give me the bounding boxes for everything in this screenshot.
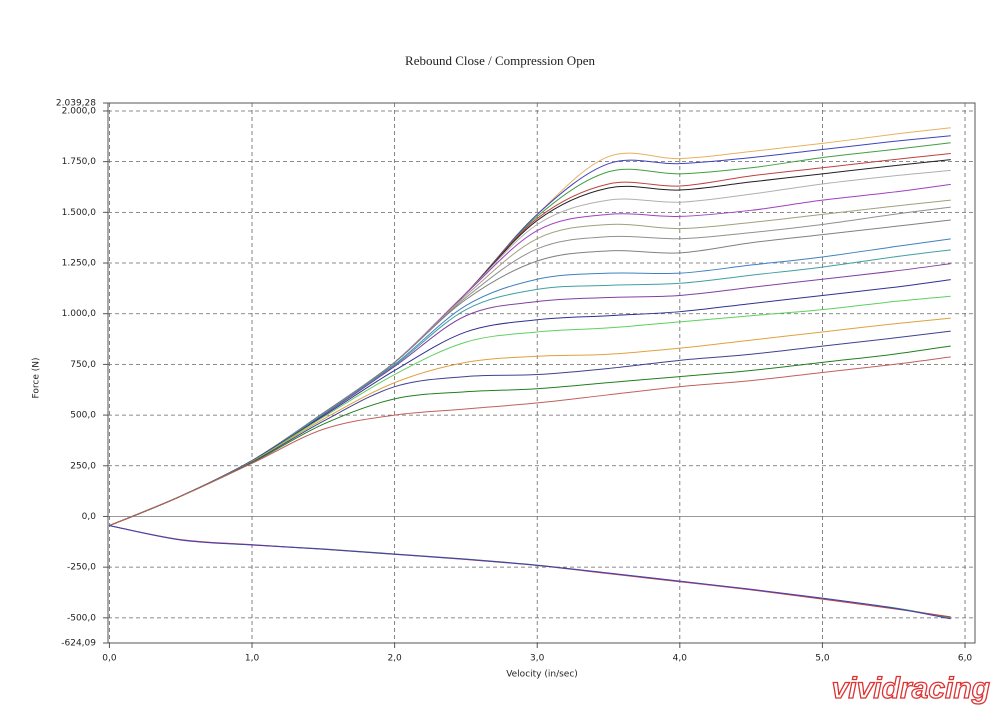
y-tick-label: 2.039,28 [56, 99, 96, 109]
x-axis-label: Velocity (in/sec) [506, 670, 578, 680]
plot-border [107, 102, 976, 644]
y-tick-label: 1.500,0 [62, 208, 97, 218]
watermark: vividracing [832, 672, 990, 705]
x-tick-label: 6,0 [958, 654, 973, 664]
y-tick-label: 750,0 [70, 360, 96, 370]
series-line [109, 345, 951, 527]
x-tick-label: 0,0 [102, 654, 117, 664]
x-tick-label: 1,0 [245, 654, 260, 664]
x-tick-label: 3,0 [530, 654, 545, 664]
x-tick-label: 5,0 [815, 654, 830, 664]
series-line [109, 330, 951, 527]
y-tick-label: 1.000,0 [62, 309, 97, 319]
y-tick-label: 0,0 [82, 512, 97, 522]
series-line [109, 279, 951, 527]
y-tick-label: 500,0 [70, 411, 96, 421]
y-tick-label: -624,09 [61, 639, 96, 649]
y-tick-label: -500,0 [67, 613, 96, 623]
y-tick-label: 1.250,0 [62, 259, 97, 269]
y-tick-label: 250,0 [70, 461, 96, 471]
y-axis-label: Force (N) [32, 358, 42, 399]
y-tick-label: 2.000,0 [62, 106, 97, 116]
y-tick-label: -250,0 [67, 563, 96, 573]
x-tick-label: 2,0 [387, 654, 402, 664]
chart-title: Rebound Close / Compression Open [405, 53, 595, 68]
x-tick-label: 4,0 [673, 654, 688, 664]
series-line [109, 525, 951, 620]
y-tick-label: 1.750,0 [62, 157, 97, 167]
series-line [109, 356, 951, 527]
